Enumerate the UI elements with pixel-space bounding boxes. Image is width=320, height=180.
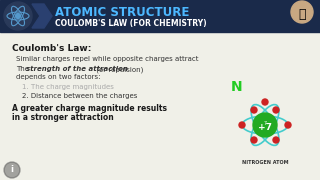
Circle shape bbox=[251, 137, 257, 143]
Circle shape bbox=[273, 107, 279, 113]
Text: depends on two factors:: depends on two factors: bbox=[16, 74, 100, 80]
Text: Coulomb's Law:: Coulomb's Law: bbox=[12, 44, 92, 53]
Text: 7: 7 bbox=[263, 120, 267, 125]
Circle shape bbox=[4, 2, 32, 30]
Text: NITROGEN ATOM: NITROGEN ATOM bbox=[242, 161, 288, 165]
Circle shape bbox=[253, 113, 277, 137]
Bar bbox=[0, 0, 320, 32]
Text: strength of the attraction: strength of the attraction bbox=[26, 66, 128, 72]
Text: 1. The charge magnitudes: 1. The charge magnitudes bbox=[22, 84, 114, 90]
Polygon shape bbox=[32, 4, 52, 28]
Circle shape bbox=[4, 162, 20, 178]
Text: 2. Distance between the charges: 2. Distance between the charges bbox=[22, 93, 137, 99]
Circle shape bbox=[15, 14, 20, 19]
Text: A greater charge magnitude results: A greater charge magnitude results bbox=[12, 104, 167, 113]
Text: ATOMIC STRUCTURE: ATOMIC STRUCTURE bbox=[55, 6, 189, 19]
Circle shape bbox=[285, 122, 291, 128]
Text: Similar charges repel while opposite charges attract: Similar charges repel while opposite cha… bbox=[16, 56, 198, 62]
Text: 👨: 👨 bbox=[298, 8, 306, 21]
Text: (or repulsion): (or repulsion) bbox=[94, 66, 143, 73]
Circle shape bbox=[239, 122, 245, 128]
Text: in a stronger attraction: in a stronger attraction bbox=[12, 113, 114, 122]
Text: i: i bbox=[11, 165, 13, 174]
Text: N: N bbox=[231, 80, 243, 94]
Text: COULOMB'S LAW (FOR CHEMISTRY): COULOMB'S LAW (FOR CHEMISTRY) bbox=[55, 19, 207, 28]
Circle shape bbox=[251, 107, 257, 113]
Circle shape bbox=[291, 1, 313, 23]
Text: +7: +7 bbox=[258, 123, 272, 132]
Circle shape bbox=[273, 137, 279, 143]
Text: The: The bbox=[16, 66, 31, 72]
Circle shape bbox=[262, 99, 268, 105]
